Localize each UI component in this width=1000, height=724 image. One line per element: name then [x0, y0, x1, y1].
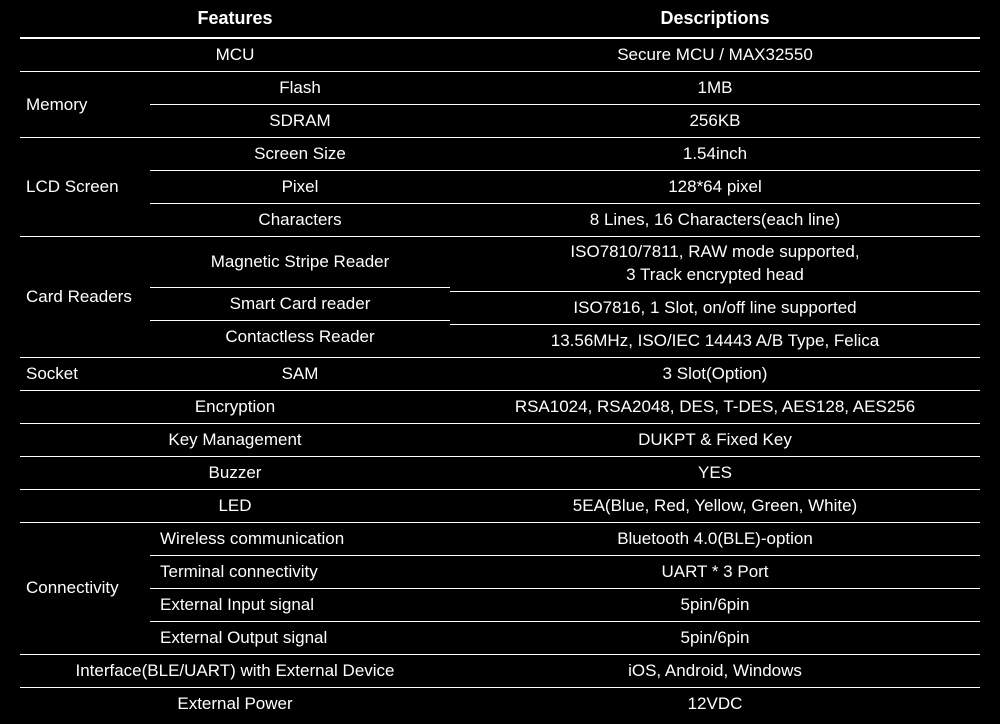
card-sub-1: Smart Card reader — [150, 288, 450, 321]
group-card-readers: Card Readers Magnetic Stripe Reader Smar… — [20, 237, 980, 358]
row-mcu: MCU Secure MCU / MAX32550 — [20, 39, 980, 72]
card-val-1: ISO7816, 1 Slot, on/off line supported — [450, 292, 980, 325]
header-descriptions: Descriptions — [450, 0, 980, 37]
conn-val-2: 5pin/6pin — [450, 589, 980, 622]
row-buzzer: Buzzer YES — [20, 457, 980, 490]
group-lcd: LCD Screen Screen Size Pixel Characters … — [20, 138, 980, 237]
conn-val-1: UART * 3 Port — [450, 556, 980, 589]
group-connectivity: Connectivity Wireless communication Term… — [20, 523, 980, 655]
interface-label: Interface(BLE/UART) with External Device — [20, 655, 450, 687]
encryption-val: RSA1024, RSA2048, DES, T-DES, AES128, AE… — [450, 391, 980, 423]
keymgmt-label: Key Management — [20, 424, 450, 456]
conn-sub-3: External Output signal — [150, 622, 450, 654]
mcu-value: Secure MCU / MAX32550 — [450, 39, 980, 71]
led-val: 5EA(Blue, Red, Yellow, Green, White) — [450, 490, 980, 522]
row-interface: Interface(BLE/UART) with External Device… — [20, 655, 980, 688]
lcd-sub-2: Characters — [150, 204, 450, 236]
card-val-0: ISO7810/7811, RAW mode supported, 3 Trac… — [450, 237, 980, 292]
buzzer-label: Buzzer — [20, 457, 450, 489]
card-label: Card Readers — [20, 237, 150, 357]
power-val: 12VDC — [450, 688, 980, 720]
connectivity-label: Connectivity — [20, 523, 150, 654]
lcd-val-2: 8 Lines, 16 Characters(each line) — [450, 204, 980, 236]
memory-val-0: 1MB — [450, 72, 980, 105]
lcd-label: LCD Screen — [20, 138, 150, 236]
card-sub-2: Contactless Reader — [150, 321, 450, 353]
table-header-row: Features Descriptions — [20, 0, 980, 39]
socket-sub: SAM — [150, 358, 450, 390]
lcd-sub-1: Pixel — [150, 171, 450, 204]
buzzer-val: YES — [450, 457, 980, 489]
socket-label: Socket — [20, 358, 150, 390]
socket-val: 3 Slot(Option) — [450, 358, 980, 390]
conn-sub-1: Terminal connectivity — [150, 556, 450, 589]
interface-val: iOS, Android, Windows — [450, 655, 980, 687]
spec-table: Features Descriptions MCU Secure MCU / M… — [20, 0, 980, 720]
memory-sub-0: Flash — [150, 72, 450, 105]
row-socket: Socket SAM 3 Slot(Option) — [20, 358, 980, 391]
card-val-2: 13.56MHz, ISO/IEC 14443 A/B Type, Felica — [450, 325, 980, 357]
row-encryption: Encryption RSA1024, RSA2048, DES, T-DES,… — [20, 391, 980, 424]
conn-val-0: Bluetooth 4.0(BLE)-option — [450, 523, 980, 556]
conn-sub-0: Wireless communication — [150, 523, 450, 556]
header-features: Features — [20, 0, 450, 37]
lcd-val-1: 128*64 pixel — [450, 171, 980, 204]
memory-label: Memory — [20, 72, 150, 137]
memory-sub-1: SDRAM — [150, 105, 450, 137]
card-sub-0: Magnetic Stripe Reader — [150, 237, 450, 288]
row-external-power: External Power 12VDC — [20, 688, 980, 720]
power-label: External Power — [20, 688, 450, 720]
lcd-val-0: 1.54inch — [450, 138, 980, 171]
conn-sub-2: External Input signal — [150, 589, 450, 622]
led-label: LED — [20, 490, 450, 522]
group-memory: Memory Flash SDRAM 1MB 256KB — [20, 72, 980, 138]
memory-val-1: 256KB — [450, 105, 980, 137]
encryption-label: Encryption — [20, 391, 450, 423]
row-keymgmt: Key Management DUKPT & Fixed Key — [20, 424, 980, 457]
row-led: LED 5EA(Blue, Red, Yellow, Green, White) — [20, 490, 980, 523]
lcd-sub-0: Screen Size — [150, 138, 450, 171]
mcu-label: MCU — [20, 39, 450, 71]
keymgmt-val: DUKPT & Fixed Key — [450, 424, 980, 456]
conn-val-3: 5pin/6pin — [450, 622, 980, 654]
